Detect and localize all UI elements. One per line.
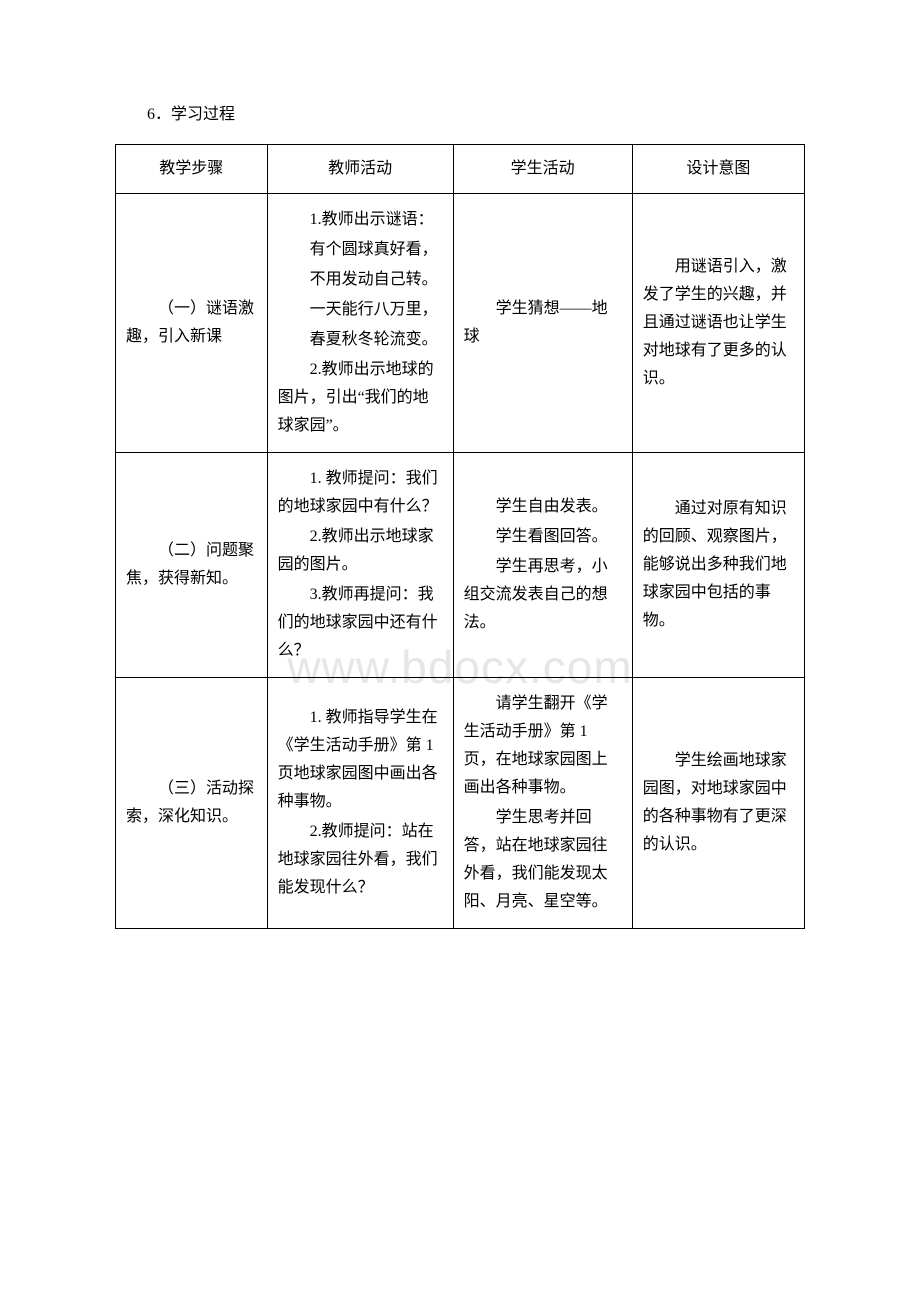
cell-step: （二）问题聚焦，获得新知。 bbox=[116, 453, 268, 678]
step-text: （二）问题聚焦，获得新知。 bbox=[126, 537, 257, 593]
cell-student: 学生猜想——地球 bbox=[453, 194, 632, 453]
teacher-line: 1. 教师指导学生在《学生活动手册》第 1 页地球家园图中画出各种事物。 bbox=[278, 704, 443, 816]
teacher-line: 一天能行八万里， bbox=[278, 296, 443, 324]
student-line: 学生猜想——地球 bbox=[464, 295, 622, 351]
teacher-line: 不用发动自己转。 bbox=[278, 266, 443, 294]
intent-line: 学生绘画地球家园图，对地球家园中的各种事物有了更深的认识。 bbox=[643, 747, 794, 859]
table-row: （一）谜语激趣，引入新课 1.教师出示谜语： 有个圆球真好看， 不用发动自己转。… bbox=[116, 194, 805, 453]
teacher-line: 1.教师出示谜语： bbox=[278, 206, 443, 234]
cell-teacher: 1. 教师提问：我们的地球家园中有什么？ 2.教师出示地球家园的图片。 3.教师… bbox=[267, 453, 453, 678]
header-step: 教学步骤 bbox=[116, 145, 268, 194]
table-row: （二）问题聚焦，获得新知。 1. 教师提问：我们的地球家园中有什么？ 2.教师出… bbox=[116, 453, 805, 678]
student-line: 学生自由发表。 bbox=[464, 493, 622, 521]
header-student: 学生活动 bbox=[453, 145, 632, 194]
teacher-line: 2.教师提问：站在地球家园往外看，我们能发现什么？ bbox=[278, 818, 443, 902]
cell-student: 请学生翻开《学生活动手册》第 1 页，在地球家园图上画出各种事物。 学生思考并回… bbox=[453, 678, 632, 929]
table-header-row: 教学步骤 教师活动 学生活动 设计意图 bbox=[116, 145, 805, 194]
student-line: 请学生翻开《学生活动手册》第 1 页，在地球家园图上画出各种事物。 bbox=[464, 690, 622, 802]
cell-teacher: 1. 教师指导学生在《学生活动手册》第 1 页地球家园图中画出各种事物。 2.教… bbox=[267, 678, 453, 929]
cell-intent: 用谜语引入，激发了学生的兴趣，并且通过谜语也让学生对地球有了更多的认识。 bbox=[632, 194, 804, 453]
section-heading: 6．学习过程 bbox=[115, 100, 805, 124]
step-text: （一）谜语激趣，引入新课 bbox=[126, 295, 257, 351]
header-teacher: 教师活动 bbox=[267, 145, 453, 194]
teacher-line: 3.教师再提问：我们的地球家园中还有什么？ bbox=[278, 581, 443, 665]
teacher-line: 春夏秋冬轮流变。 bbox=[278, 326, 443, 354]
teacher-line: 1. 教师提问：我们的地球家园中有什么？ bbox=[278, 465, 443, 521]
student-line: 学生看图回答。 bbox=[464, 523, 622, 551]
cell-student: 学生自由发表。 学生看图回答。 学生再思考，小组交流发表自己的想法。 bbox=[453, 453, 632, 678]
table-row: （三）活动探索，深化知识。 1. 教师指导学生在《学生活动手册》第 1 页地球家… bbox=[116, 678, 805, 929]
student-line: 学生再思考，小组交流发表自己的想法。 bbox=[464, 553, 622, 637]
cell-intent: 学生绘画地球家园图，对地球家园中的各种事物有了更深的认识。 bbox=[632, 678, 804, 929]
cell-step: （三）活动探索，深化知识。 bbox=[116, 678, 268, 929]
cell-teacher: 1.教师出示谜语： 有个圆球真好看， 不用发动自己转。 一天能行八万里， 春夏秋… bbox=[267, 194, 453, 453]
cell-step: （一）谜语激趣，引入新课 bbox=[116, 194, 268, 453]
header-intent: 设计意图 bbox=[632, 145, 804, 194]
teacher-line: 2.教师出示地球家园的图片。 bbox=[278, 523, 443, 579]
step-text: （三）活动探索，深化知识。 bbox=[126, 775, 257, 831]
teacher-line: 2.教师出示地球的图片，引出“我们的地球家园”。 bbox=[278, 356, 443, 440]
cell-intent: 通过对原有知识的回顾、观察图片，能够说出多种我们地球家园中包括的事物。 bbox=[632, 453, 804, 678]
student-line: 学生思考并回答，站在地球家园往外看，我们能发现太阳、月亮、星空等。 bbox=[464, 804, 622, 916]
teacher-line: 有个圆球真好看， bbox=[278, 236, 443, 264]
intent-line: 通过对原有知识的回顾、观察图片，能够说出多种我们地球家园中包括的事物。 bbox=[643, 495, 794, 635]
intent-line: 用谜语引入，激发了学生的兴趣，并且通过谜语也让学生对地球有了更多的认识。 bbox=[643, 253, 794, 393]
lesson-plan-table: 教学步骤 教师活动 学生活动 设计意图 （一）谜语激趣，引入新课 1.教师出示谜… bbox=[115, 144, 805, 929]
